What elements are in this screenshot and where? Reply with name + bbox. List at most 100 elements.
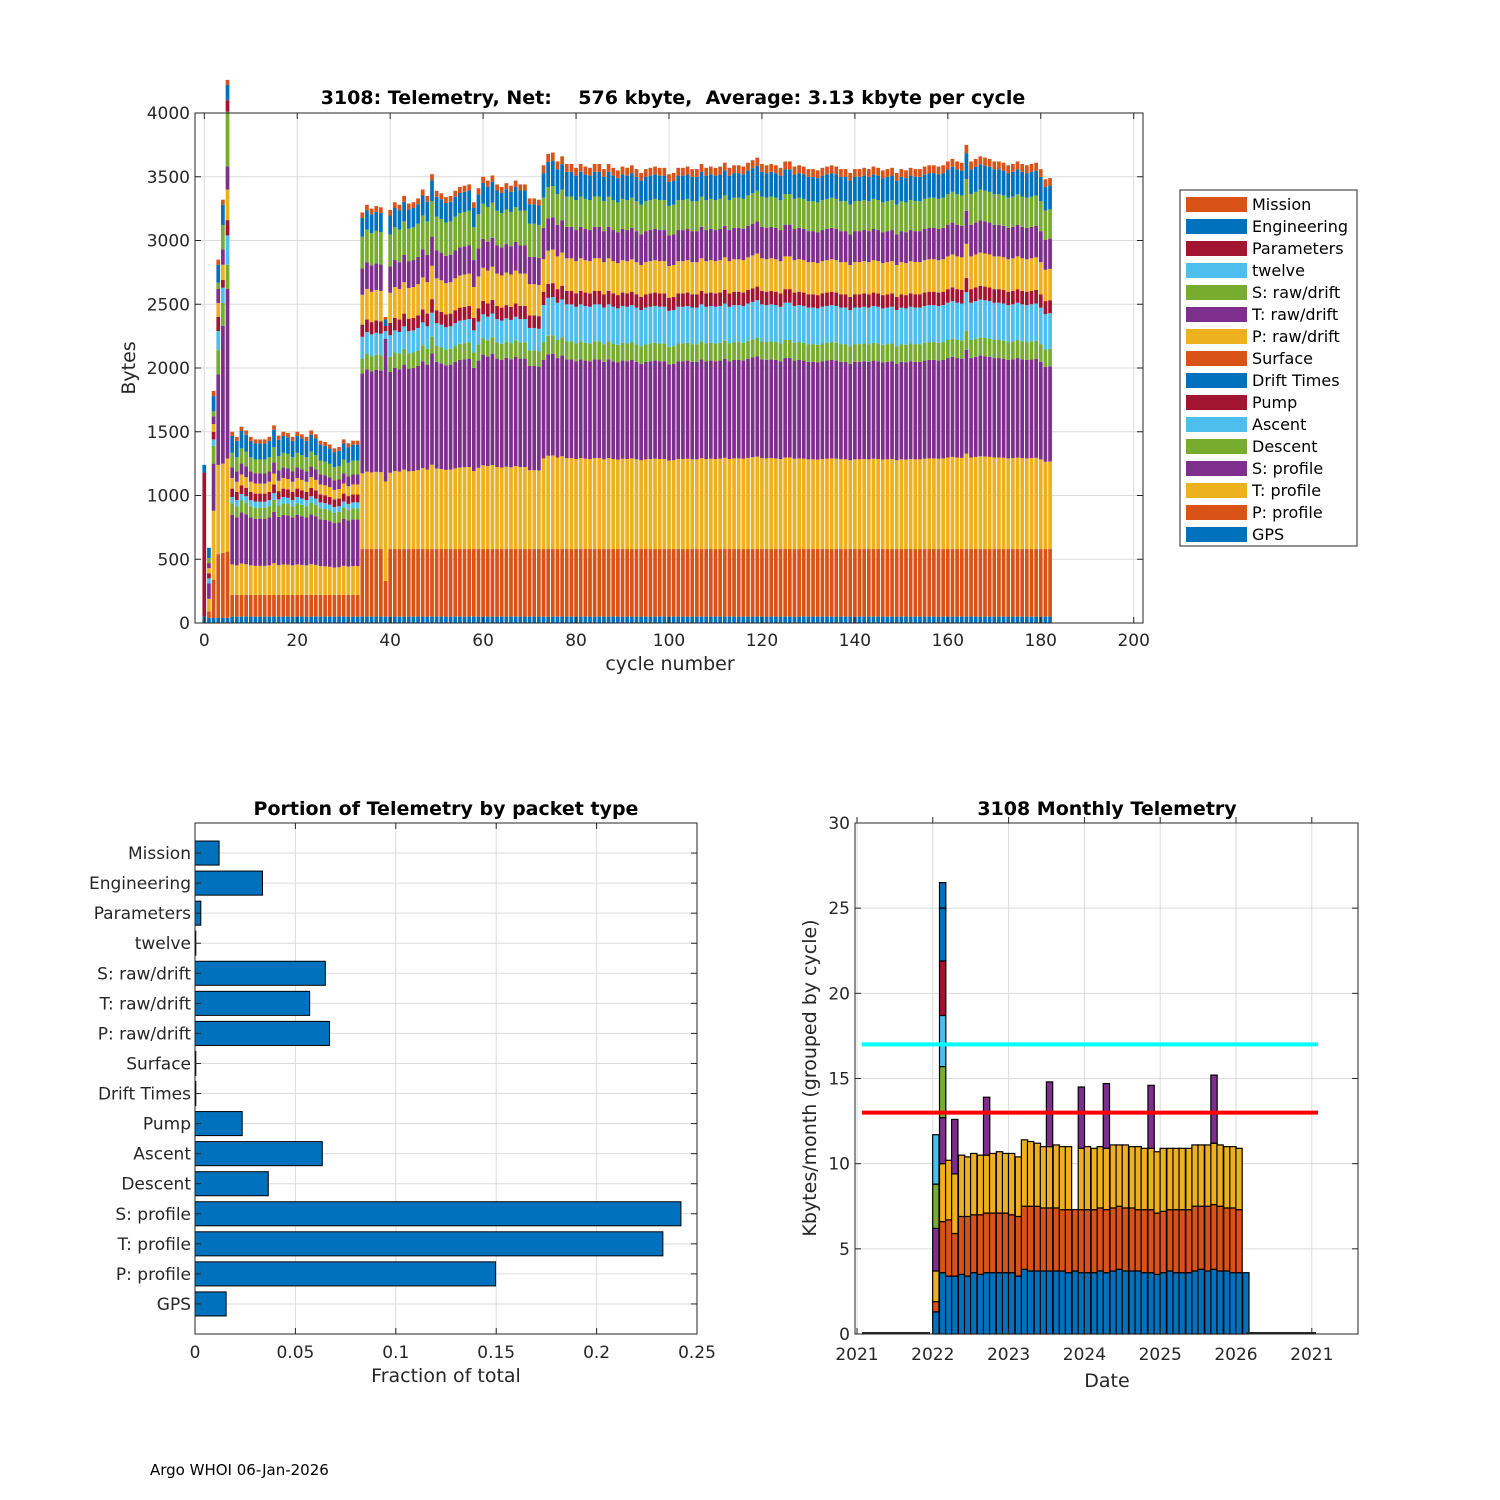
- bar-segment-descent: [360, 358, 365, 374]
- bar-segment-s-profile: [1011, 359, 1015, 459]
- bar-segment-s-raw-drift: [532, 223, 537, 257]
- legend-swatch-engineering: [1186, 219, 1247, 234]
- bar-segment-p-raw-drift: [337, 489, 341, 499]
- bar-segment-s-raw-drift: [207, 557, 211, 564]
- month-bar-28: [1109, 1144, 1117, 1335]
- bar-segment-t-raw-drift: [388, 266, 393, 293]
- bar-stack-cycle-179: [1034, 162, 1038, 623]
- bar-stack-cycle-64: [499, 186, 504, 623]
- y-tick-label: 30: [828, 814, 850, 834]
- bar-stack-cycle-115: [736, 165, 741, 623]
- bar-segment-s-profile: [304, 517, 309, 566]
- month-bar-segment: [1185, 1272, 1193, 1335]
- bar-segment-gps: [927, 616, 932, 623]
- bar-segment-t-profile: [458, 467, 462, 550]
- bar-segment-p-profile: [839, 549, 843, 617]
- bar-segment-mission: [444, 197, 448, 204]
- bar-segment-s-raw-drift: [969, 194, 973, 225]
- bar-segment-pump: [490, 300, 495, 314]
- bar-segment-p-profile: [244, 594, 248, 617]
- month-bar-segment: [995, 1151, 1004, 1214]
- bar-segment-descent: [574, 343, 578, 362]
- bar-segment-s-profile: [978, 355, 983, 457]
- bar-segment-s-raw-drift: [504, 209, 509, 245]
- bar-segment-descent: [755, 337, 760, 357]
- bar-segment-p-raw-drift: [676, 261, 681, 294]
- bar-segment-s-raw-drift: [857, 201, 862, 232]
- bar-segment-mission: [997, 161, 1001, 170]
- bar-segment-descent: [964, 331, 969, 350]
- bar-segment-ascent: [1006, 305, 1011, 343]
- bar-segment-gps: [602, 616, 606, 623]
- bar-segment-p-profile: [987, 549, 992, 617]
- bar-segment-p-raw-drift: [244, 477, 248, 488]
- legend-swatch-parameters: [1186, 241, 1247, 256]
- bar-segment-descent: [713, 343, 718, 362]
- bar-segment-pump: [932, 291, 936, 306]
- bar-segment-ascent: [843, 307, 848, 345]
- month-bar-segment: [1166, 1209, 1174, 1272]
- bar-segment-s-raw-drift: [667, 205, 671, 236]
- month-bar-segment: [957, 1215, 966, 1275]
- bar-segment-s-profile: [290, 517, 295, 566]
- bar-segment-s-raw-drift: [597, 196, 602, 227]
- bar-segment-descent: [643, 344, 648, 362]
- bar-stack-cycle-75: [550, 152, 555, 623]
- bar-segment-t-raw-drift: [681, 230, 685, 262]
- bar-segment-descent: [234, 506, 239, 518]
- bar-segment-p-profile: [434, 549, 439, 617]
- bar-segment-mission: [662, 167, 667, 176]
- bar-segment-pump: [969, 289, 973, 303]
- month-bar-segment: [1083, 1209, 1092, 1274]
- bar-segment-ascent: [755, 300, 760, 338]
- bar-segment-p-raw-drift: [425, 282, 430, 314]
- bar-segment-pump: [207, 573, 211, 579]
- bar-segment-ascent: [481, 314, 485, 339]
- month-bar-segment: [1191, 1205, 1199, 1272]
- bar-stack-cycle-2: [211, 390, 216, 623]
- bar-segment-p-profile: [416, 549, 420, 617]
- bar-stack-cycle-59: [476, 188, 481, 623]
- bar-stack-cycle-42: [397, 204, 402, 623]
- month-bar-segment: [1210, 1203, 1218, 1270]
- bar-segment-gps: [365, 616, 369, 623]
- bar-segment-engineering: [471, 208, 476, 228]
- bar-segment-p-raw-drift: [276, 480, 281, 492]
- bar-segment-t-profile: [216, 464, 221, 555]
- bar-segment-p-profile: [341, 594, 346, 617]
- bar-segment-gps: [755, 616, 760, 623]
- bar-segment-p-profile: [978, 549, 983, 617]
- bar-segment-ascent: [546, 297, 551, 336]
- bar-segment-p-raw-drift: [829, 259, 834, 292]
- bar-segment-t-profile: [1024, 458, 1029, 550]
- bar-segment-p-profile: [276, 594, 281, 617]
- bar-stack-cycle-164: [964, 144, 969, 623]
- bar-segment-ascent: [667, 310, 671, 347]
- month-bar-segment: [1045, 1270, 1054, 1335]
- bar-segment-t-raw-drift: [392, 260, 397, 288]
- month-bar-segment: [982, 1212, 991, 1274]
- bar-segment-s-profile: [690, 361, 695, 460]
- bar-segment-t-raw-drift: [574, 230, 578, 262]
- bar-segment-p-raw-drift: [899, 262, 904, 295]
- bar-segment-t-profile: [843, 459, 848, 550]
- bar-segment-pump: [936, 292, 941, 306]
- bar-segment-engineering: [216, 264, 221, 283]
- bar-segment-t-profile: [207, 598, 211, 612]
- bar-segment-mission: [602, 169, 606, 177]
- month-bar-segment: [938, 882, 947, 909]
- bar-segment-s-raw-drift: [583, 198, 588, 229]
- bar-segment-s-profile: [969, 358, 973, 458]
- bar-segment-engineering: [490, 181, 495, 203]
- bar-segment-p-profile: [253, 594, 258, 617]
- bar-segment-descent: [890, 343, 894, 362]
- bar-segment-mission: [286, 433, 290, 438]
- month-bar-49: [1242, 1272, 1250, 1335]
- bar-segment-p-profile: [485, 549, 490, 617]
- bar-segment-t-raw-drift: [230, 467, 235, 479]
- bar-segment-pump: [509, 306, 513, 320]
- month-bar-20: [1058, 1146, 1067, 1335]
- bar-segment-mission: [606, 164, 611, 172]
- bar-segment-engineering: [476, 194, 481, 215]
